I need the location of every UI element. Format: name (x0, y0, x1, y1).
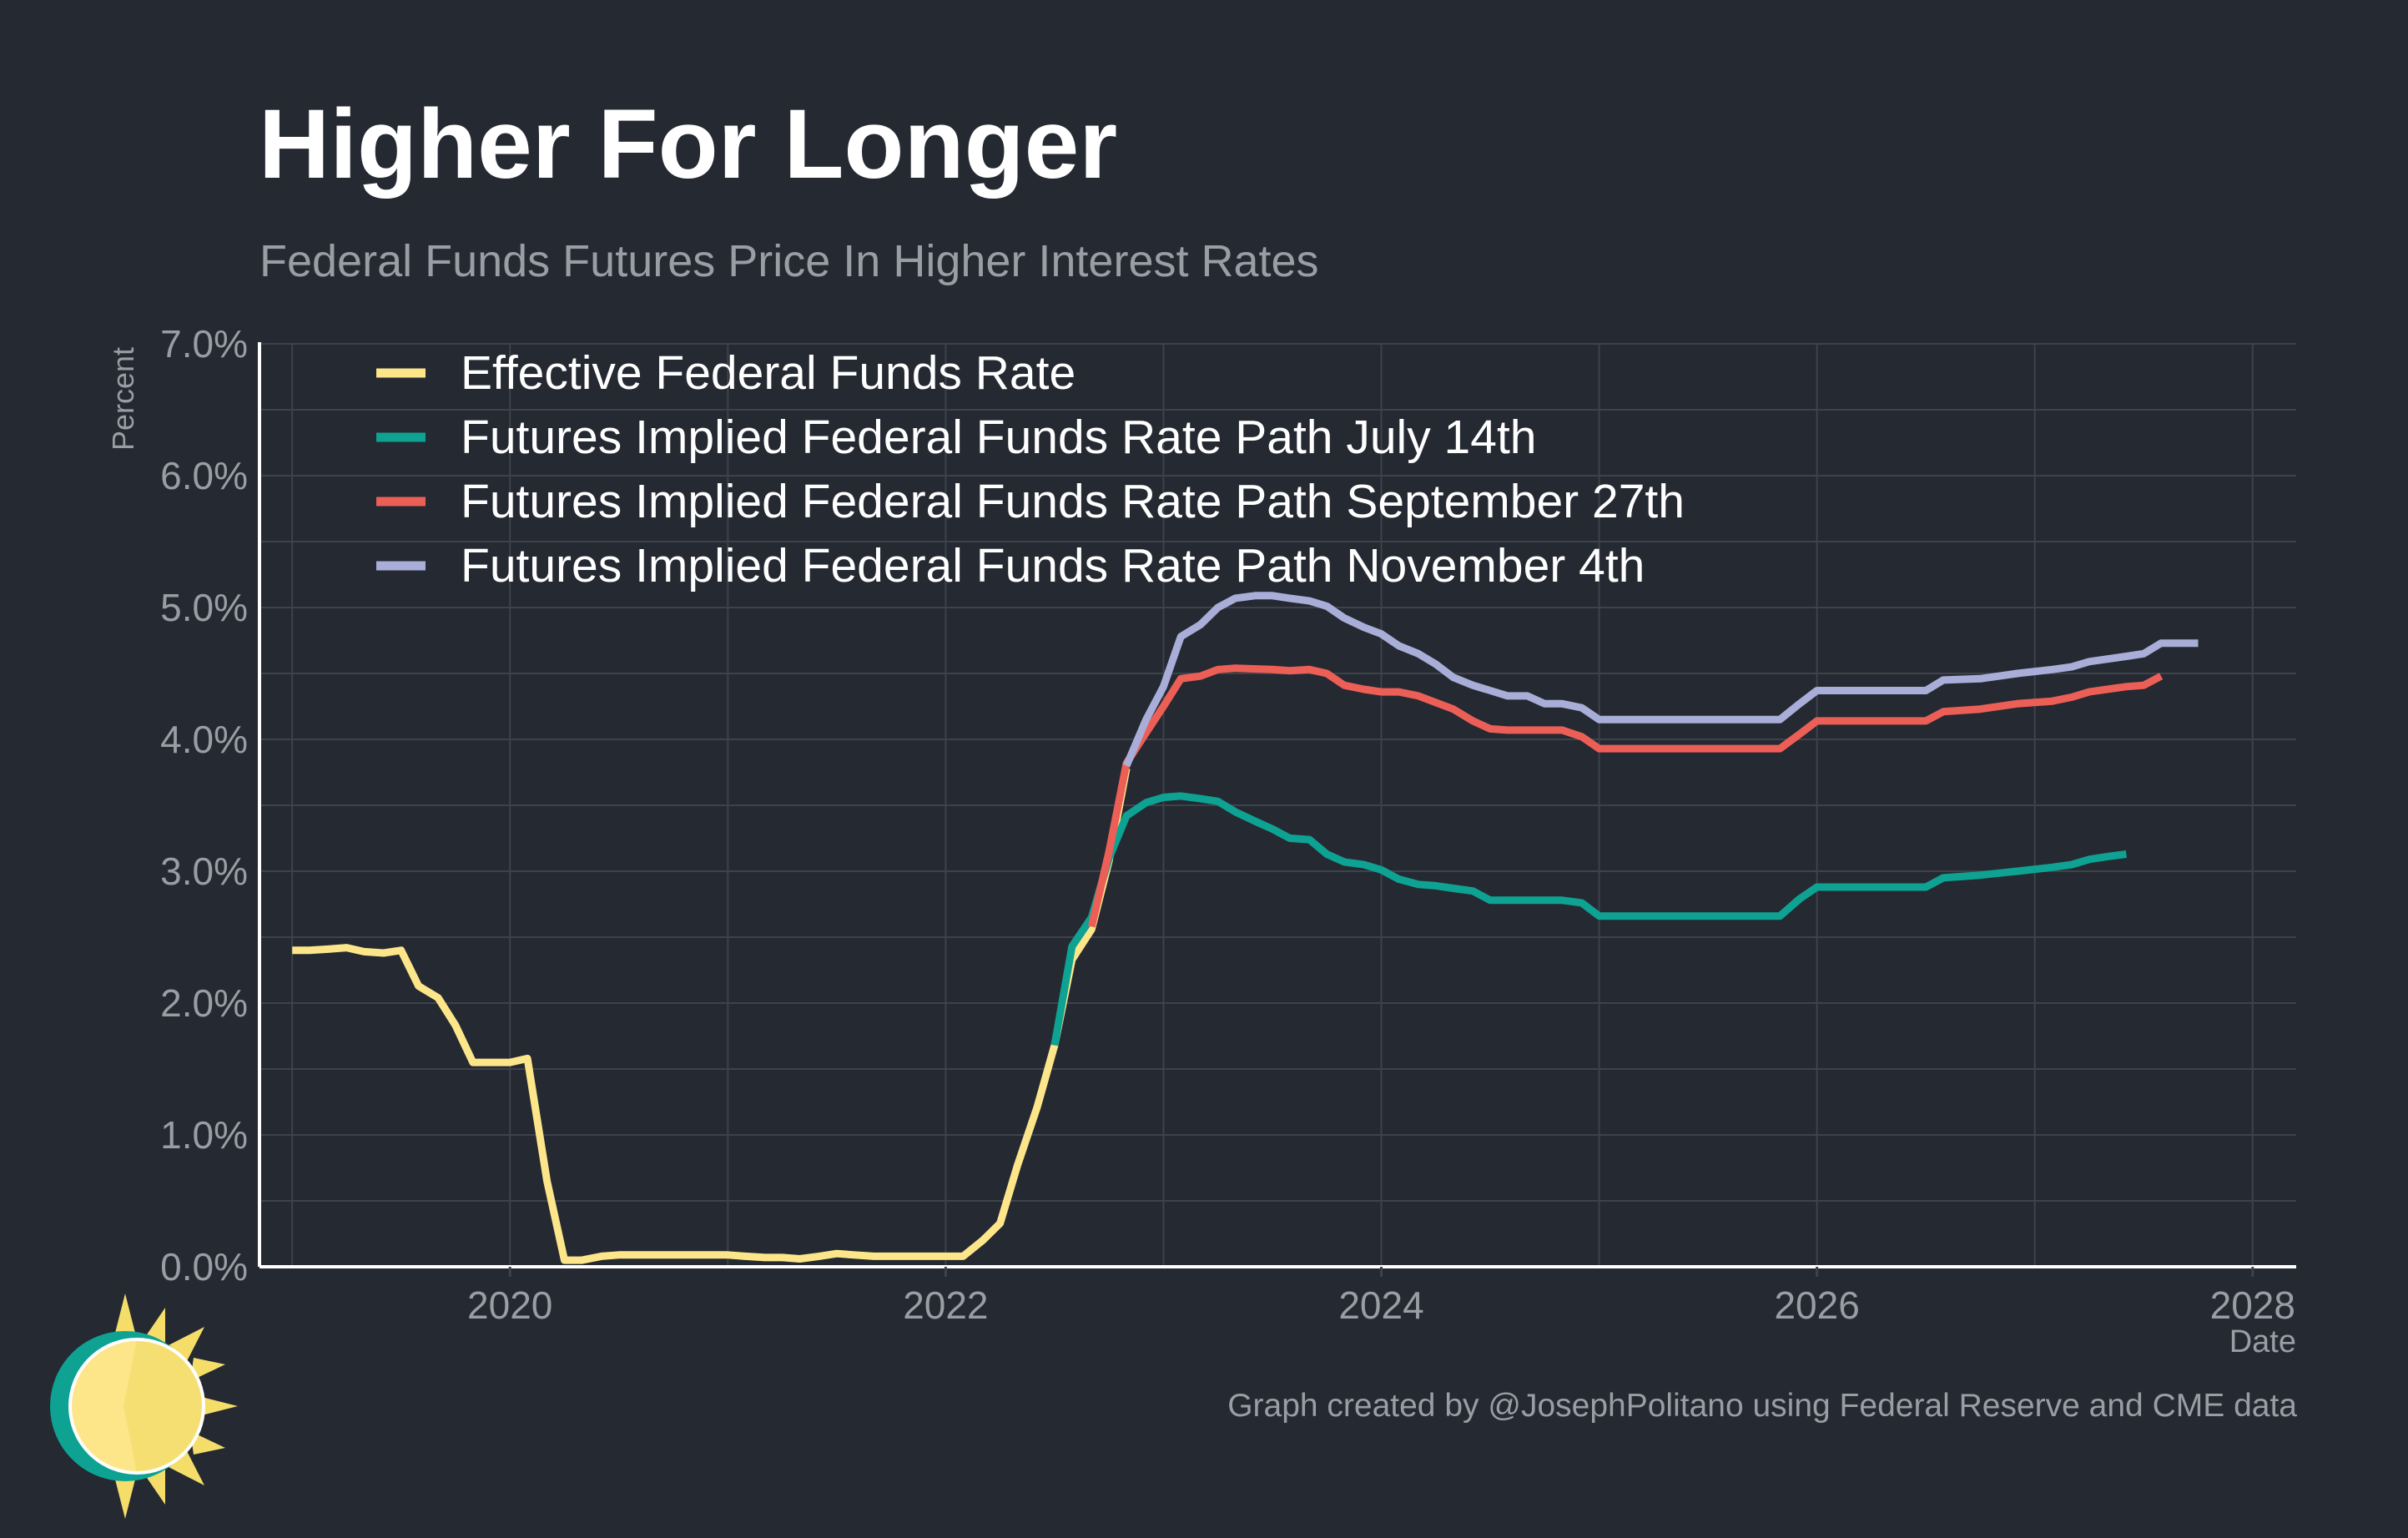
y-tick-label: 3.0% (160, 850, 248, 893)
legend-label: Futures Implied Federal Funds Rate Path … (461, 475, 1685, 528)
y-tick-label: 4.0% (160, 718, 248, 761)
y-tick-label: 7.0% (160, 322, 248, 366)
y-axis-label: Percent (106, 347, 140, 451)
y-tick-label: 6.0% (160, 454, 248, 497)
legend: Effective Federal Funds Rate Futures Impl… (376, 346, 1685, 593)
series-line-0 (292, 767, 1131, 1264)
x-axis-label: Date (2229, 1324, 2296, 1359)
series-line-1 (1050, 792, 2127, 1046)
x-tick-label: 2028 (2210, 1283, 2295, 1327)
legend-label: Futures Implied Federal Funds Rate Path … (461, 539, 1645, 593)
chart-title: Higher For Longer (259, 89, 1118, 199)
y-tick-label: 1.0% (160, 1113, 248, 1157)
series-line-3 (1122, 592, 2199, 768)
sun-logo-icon (50, 1293, 238, 1519)
x-tick-label: 2024 (1338, 1283, 1423, 1327)
x-tick-label: 2026 (1774, 1283, 1859, 1327)
series-lines (292, 592, 2199, 1264)
x-tick-label: 2022 (903, 1283, 988, 1327)
tick-labels: 0.0% 1.0% 2.0% 3.0% 4.0% 5.0% 6.0% 7.0% 2020 2022… (160, 322, 2295, 1327)
legend-label: Futures Implied Federal Funds Rate Path … (461, 411, 1537, 464)
x-tick-label: 2020 (467, 1283, 552, 1327)
chart-subtitle: Federal Funds Futures Price In Higher In… (259, 236, 1319, 286)
grid-lines (259, 343, 2296, 1267)
series-line-2 (1087, 664, 2164, 928)
source-caption: Graph created by @JosephPolitano using F… (1227, 1388, 2297, 1424)
y-tick-label: 5.0% (160, 586, 248, 629)
axes (258, 342, 2296, 1268)
legend-label: Effective Federal Funds Rate (461, 346, 1076, 400)
y-tick-label: 0.0% (160, 1245, 248, 1288)
y-tick-label: 2.0% (160, 981, 248, 1025)
